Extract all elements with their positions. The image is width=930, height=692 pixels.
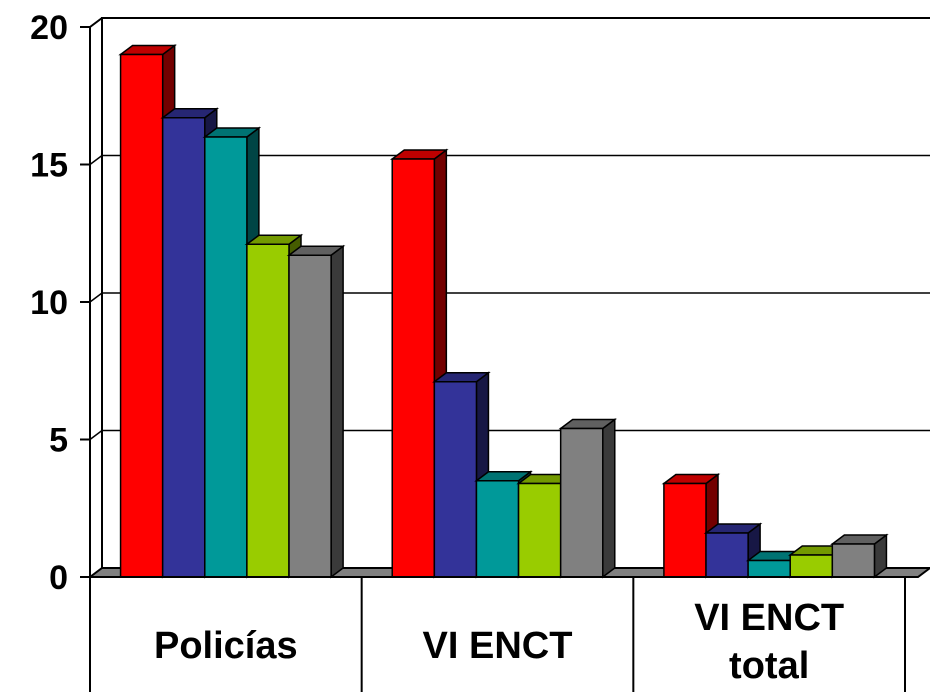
gridline: [89, 292, 930, 303]
gridline: [89, 154, 930, 166]
y-tick-label: 20: [30, 9, 68, 47]
bar-front: [789, 554, 834, 578]
bar-front: [831, 543, 876, 578]
category-label: VI ENCT: [423, 625, 573, 667]
category-label: Policías: [154, 625, 298, 667]
gridlines: [89, 17, 930, 441]
category-label: VI ENCT: [694, 597, 844, 639]
bar-1-4: [558, 418, 618, 579]
bar-2-4: [830, 533, 889, 579]
gridline: [89, 429, 930, 441]
bar-front: [161, 117, 206, 578]
y-tick-label: 0: [49, 559, 68, 597]
bar-front: [119, 53, 164, 578]
gridline: [89, 17, 930, 28]
bar-side: [602, 418, 616, 579]
y-tick-label: 15: [30, 147, 68, 185]
bar-front: [288, 254, 332, 578]
bar-front: [391, 158, 436, 578]
bar-front: [517, 482, 562, 578]
x-axis-table: Policías VI ENCT VI ENCT total: [89, 576, 906, 692]
bar-front: [747, 559, 791, 578]
bar-front: [705, 532, 749, 578]
bar-front: [204, 136, 248, 578]
bar-front: [559, 427, 604, 578]
bar-front: [433, 381, 478, 578]
bar-front: [663, 482, 707, 578]
bar-side: [330, 244, 344, 579]
bar-front: [246, 243, 290, 578]
bar-0-4: [286, 244, 346, 579]
category-label: total: [729, 645, 809, 687]
y-axis-ticks: 0 5 10 15 20: [30, 9, 90, 597]
bars: [118, 44, 889, 579]
bar-front: [475, 480, 520, 578]
y-tick-label: 10: [30, 284, 68, 322]
y-tick-label: 5: [49, 422, 68, 460]
